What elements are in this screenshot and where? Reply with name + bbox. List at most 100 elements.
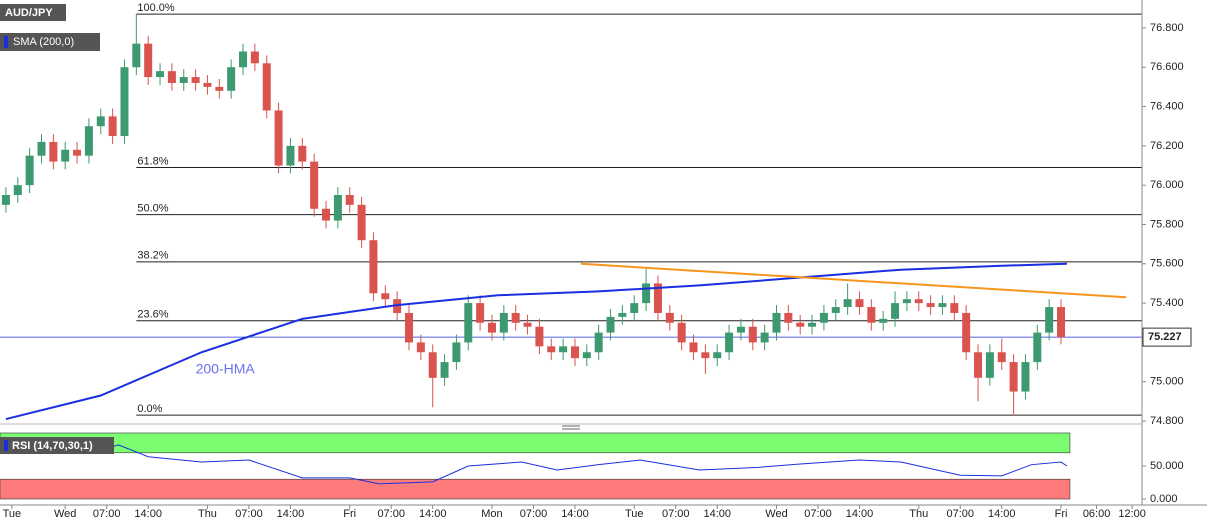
candle-body (950, 303, 959, 313)
x-tick-label: Thu (198, 508, 217, 520)
candle-body (61, 149, 70, 162)
y-tick-label: 76.800 (1150, 22, 1184, 34)
candle-body (333, 194, 342, 221)
candle-body (428, 352, 437, 378)
candle-body (464, 303, 473, 343)
x-tick-label: 07:00 (946, 508, 974, 520)
candle-body (914, 299, 923, 304)
candle-body (523, 322, 532, 327)
fib-label: 0.0% (137, 403, 162, 415)
y-tick-label: 76.000 (1150, 179, 1184, 191)
y-tick-label: 76.200 (1150, 140, 1184, 152)
x-tick-label: Wed (765, 508, 787, 520)
candle-body (274, 110, 283, 166)
candle-body (156, 71, 165, 78)
y-tick-label: 74.800 (1150, 415, 1184, 427)
x-tick-label: 07:00 (804, 508, 832, 520)
trendline (580, 262, 1127, 299)
candle-body (547, 346, 556, 353)
x-tick-label: 14:00 (277, 508, 305, 520)
legend-label: SMA (200,0) (13, 36, 74, 48)
candle-body (499, 312, 508, 333)
candle-body (867, 307, 876, 323)
candle-body (713, 352, 722, 359)
x-tick-label: 06:00 (1083, 508, 1111, 520)
x-tick-label: Tue (625, 508, 644, 520)
candle-body (440, 362, 449, 378)
y-tick-label: 76.400 (1150, 100, 1184, 112)
rsi-legend-box (0, 437, 114, 454)
price-pane: 100.0% 61.8% 50.0% 38.2% 23.6% 0.0% 200-HMA (0, 2, 1142, 421)
x-tick-label: 07:00 (235, 508, 263, 520)
candle-body (784, 312, 793, 323)
pane-handle[interactable] (562, 425, 580, 430)
candle-body (665, 312, 674, 323)
candle-body (345, 194, 354, 205)
candle-body (108, 116, 117, 137)
candle-body (191, 77, 200, 83)
candle-body (535, 326, 544, 347)
candle-body (962, 312, 971, 353)
x-tick-label: Fri (1055, 508, 1068, 520)
candle-body (594, 332, 603, 353)
candle-body (642, 283, 651, 304)
x-tick-label: Tue (3, 508, 22, 520)
candle-body (84, 126, 93, 156)
last-price-box (1142, 327, 1192, 347)
x-tick-label: 07:00 (520, 508, 548, 520)
candle-body (630, 303, 639, 313)
candle-body (298, 145, 307, 162)
candle-body (748, 326, 757, 343)
candle-body (819, 312, 828, 323)
y-tick-label: 75.600 (1150, 258, 1184, 270)
candle-body (808, 322, 817, 327)
candle-body (49, 141, 58, 162)
candle-body (452, 342, 461, 363)
candle-body (843, 299, 852, 308)
candle-body (239, 51, 248, 68)
candle-body (286, 145, 295, 166)
fib-label: 23.6% (137, 309, 168, 321)
annotation: 200-HMA (196, 361, 256, 377)
candle-body (404, 312, 413, 343)
candle-body (570, 346, 579, 359)
candle-body (250, 51, 259, 64)
candle-body (25, 155, 34, 186)
candle-body (357, 204, 366, 241)
rsi-tick-label: 0.000 (1150, 493, 1178, 505)
candle-body (144, 43, 153, 78)
candle-body (772, 312, 781, 333)
legend-box (0, 33, 100, 51)
legend-title: AUD/JPY (5, 7, 53, 19)
candle-body (725, 332, 734, 353)
candle-body (677, 322, 686, 343)
y-tick-label: 76.600 (1150, 61, 1184, 73)
candle-body (1033, 332, 1042, 363)
candle-body (926, 303, 935, 308)
candle-body (606, 316, 615, 333)
candle-body (902, 299, 911, 304)
y-tick-label: 75.800 (1150, 218, 1184, 230)
candle-body (179, 77, 188, 83)
candle-body (1, 194, 10, 205)
candle-body (855, 299, 864, 308)
candle-body (381, 293, 390, 300)
overbought-band (0, 432, 1071, 454)
candle-body (1045, 307, 1054, 333)
candle-body (796, 322, 805, 327)
x-tick-label: Thu (909, 508, 928, 520)
candle-body (1021, 362, 1030, 392)
candle-body (938, 303, 947, 308)
candle-body (227, 67, 236, 91)
sma-line (5, 262, 1067, 421)
candle-body (120, 67, 129, 137)
candle-body (167, 71, 176, 83)
candle-body (476, 303, 485, 323)
x-tick-label: Fri (343, 508, 356, 520)
x-tick-label: 14:00 (846, 508, 874, 520)
x-tick-label: Wed (54, 508, 76, 520)
candle-body (322, 208, 331, 221)
candle-body (879, 318, 888, 323)
candle-body (760, 332, 769, 343)
candle-body (559, 346, 568, 353)
